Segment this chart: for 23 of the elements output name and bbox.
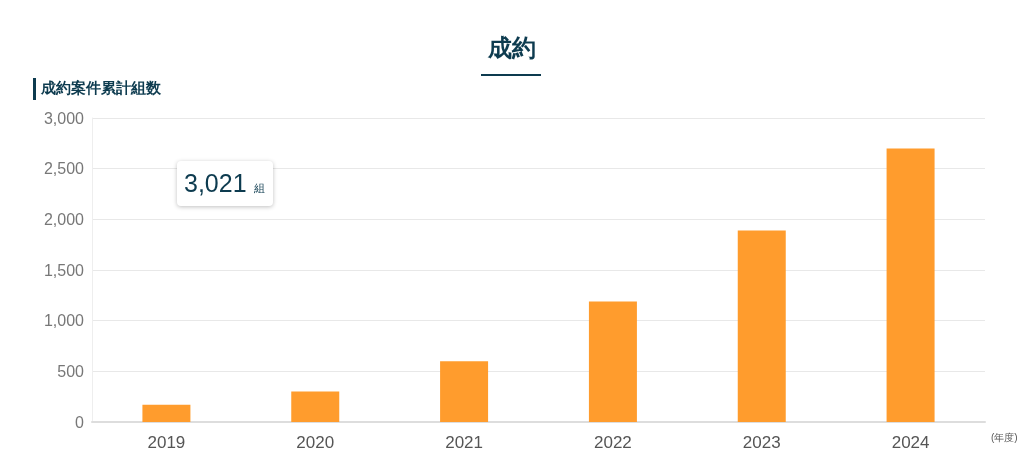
bar [588,301,637,422]
y-tick-label: 1,500 [43,261,85,279]
bar [886,148,935,422]
x-axis-title: (年度) [991,431,1018,443]
bar [142,404,191,422]
y-tick-label: 2,000 [43,210,85,228]
bar [440,361,489,422]
y-tick-label: 2,500 [43,160,85,178]
x-tick-label: 2020 [296,433,335,452]
bar [291,391,340,422]
x-tick-label: 2021 [445,433,483,452]
bar [737,230,786,422]
x-tick-label: 2022 [594,433,632,452]
x-tick-label: 2019 [147,433,186,452]
y-tick-label: 1,000 [43,312,85,330]
y-tick-label: 0 [75,413,85,431]
chart-title: 成約 [487,33,536,61]
x-tick-label: 2023 [742,433,781,452]
y-tick-label: 500 [57,362,85,380]
annotation: 3,021 組 [184,169,265,197]
y-axis-title: 成約案件累計組数 [41,79,161,98]
y-tick-label: 3,000 [43,109,85,127]
x-tick-label: 2024 [891,433,930,452]
